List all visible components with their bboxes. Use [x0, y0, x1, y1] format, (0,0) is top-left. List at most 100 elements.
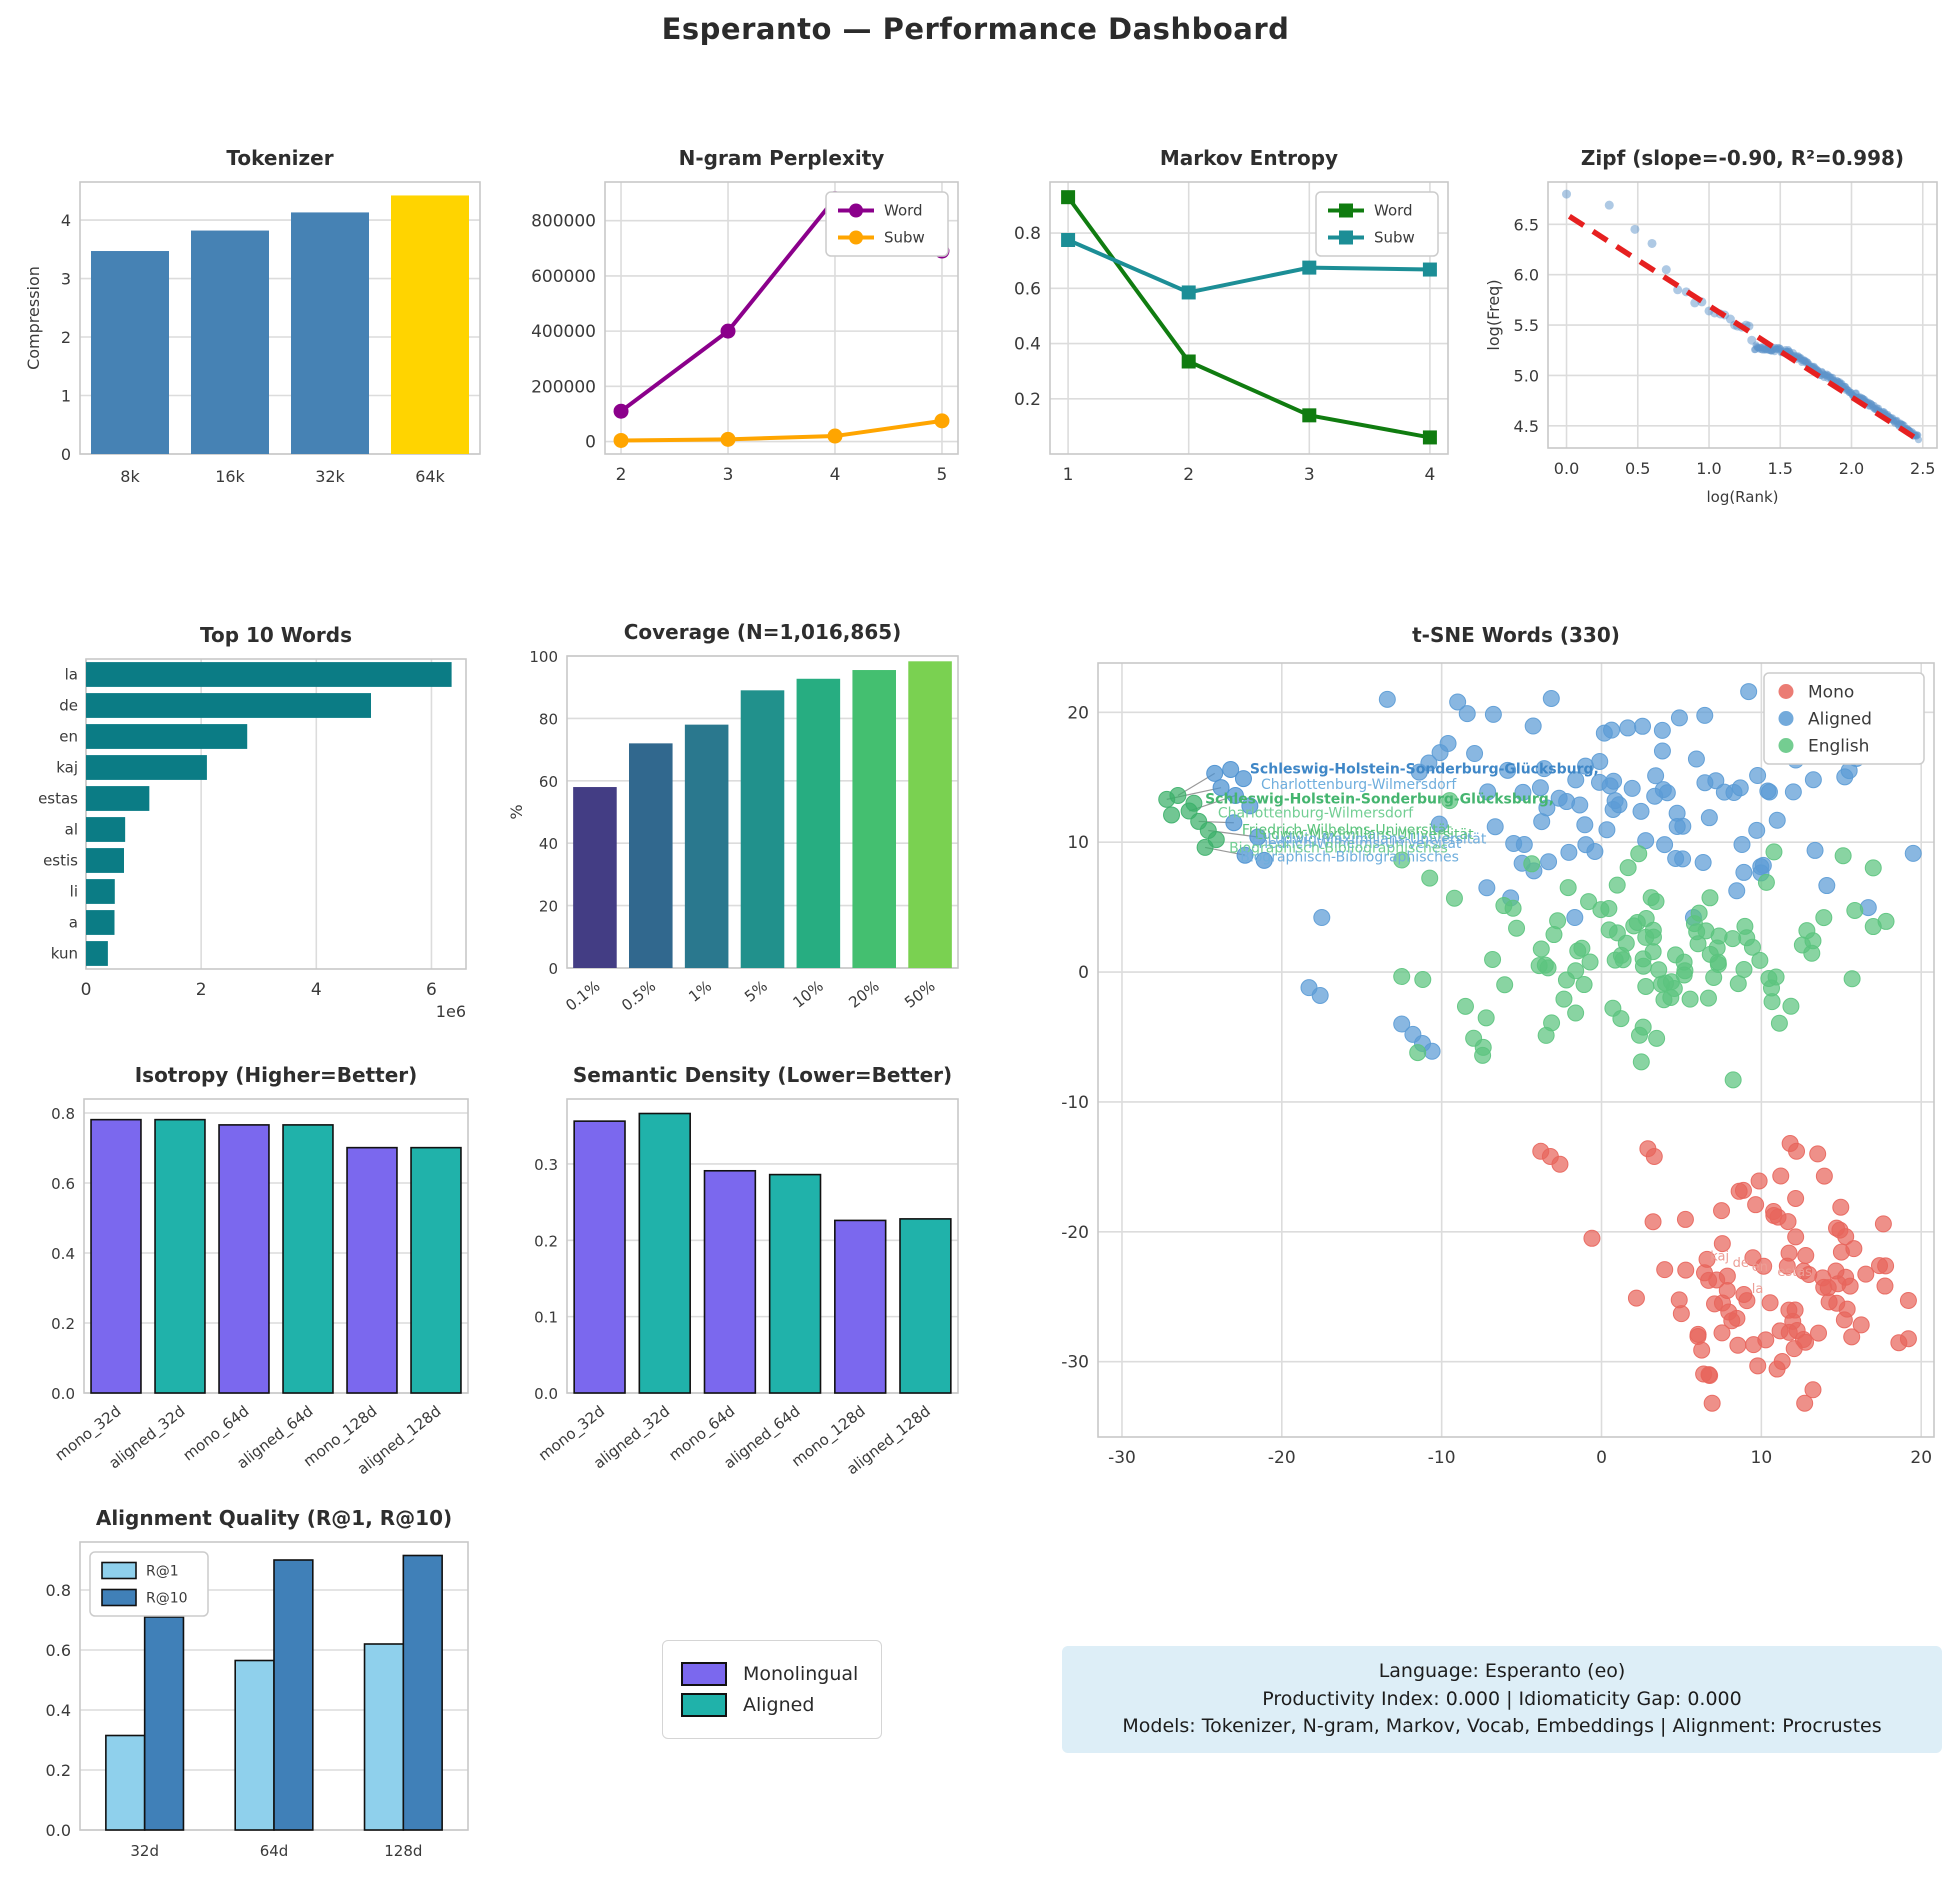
- svg-text:0.1: 0.1: [534, 1309, 558, 1327]
- monolingual-swatch: [681, 1662, 727, 1686]
- svg-text:Aligned: Aligned: [1808, 710, 1872, 730]
- svg-text:20%: 20%: [845, 977, 882, 1012]
- svg-text:estas: estas: [38, 790, 78, 808]
- ngram-perplexity-chart: 0 200000 400000 600000 800000 N-gram Perplexi…: [505, 138, 970, 500]
- svg-text:5.5: 5.5: [1514, 316, 1539, 335]
- svg-text:8k: 8k: [120, 467, 140, 486]
- embedding-legend: Monolingual Aligned: [662, 1640, 882, 1739]
- svg-text:0.4: 0.4: [1014, 335, 1041, 355]
- svg-text:0.6: 0.6: [46, 1641, 71, 1660]
- svg-text:5%: 5%: [741, 977, 771, 1006]
- svg-text:2: 2: [196, 980, 207, 1000]
- tsne-chart: -30 -20 -10 0 10 20 t-SNE Words (330) -30 -20 -10…: [1038, 615, 1946, 1487]
- svg-text:3: 3: [723, 465, 734, 485]
- svg-text:-10: -10: [1061, 1093, 1089, 1113]
- svg-text:0.2: 0.2: [534, 1232, 558, 1250]
- tokenizer-chart: 0 1 2 3 4 Tokenizer Compression 8k 16k 32k 64k: [22, 138, 490, 500]
- svg-text:log(Freq): log(Freq): [1484, 279, 1503, 350]
- svg-text:kun: kun: [51, 945, 78, 963]
- svg-text:Zipf (slope=-0.90, R²=0.998): Zipf (slope=-0.90, R²=0.998): [1581, 146, 1904, 170]
- svg-text:English: English: [1808, 737, 1869, 757]
- svg-text:4: 4: [1424, 465, 1435, 485]
- zipf-chart: 4.5 5.0 5.5 6.0 6.5 Zipf (slope=-0.90, R²=0.9…: [1482, 138, 1947, 510]
- svg-text:-30: -30: [1108, 1448, 1136, 1468]
- svg-text:0.2: 0.2: [46, 1761, 71, 1780]
- svg-text:1: 1: [61, 387, 71, 406]
- alignment-quality-chart: 0.0 0.2 0.4 0.6 0.8 Alignment Quality (R@1, R…: [22, 1498, 480, 1882]
- svg-text:0.0: 0.0: [534, 1385, 558, 1403]
- svg-text:1.0: 1.0: [1696, 459, 1721, 478]
- svg-text:16k: 16k: [215, 467, 245, 486]
- svg-text:0.4: 0.4: [51, 1245, 75, 1263]
- svg-text:80: 80: [539, 710, 558, 728]
- svg-text:64k: 64k: [415, 467, 445, 486]
- svg-text:0: 0: [585, 433, 596, 453]
- svg-text:2.0: 2.0: [1839, 459, 1864, 478]
- legend-entry-monolingual: Monolingual: [681, 1662, 863, 1686]
- svg-text:4: 4: [830, 465, 841, 485]
- svg-text:Friedrich-Wilhelms-Universität: Friedrich-Wilhelms-Universität: [1251, 836, 1461, 852]
- svg-text:0.8: 0.8: [51, 1105, 75, 1123]
- svg-text:Top 10 Words: Top 10 Words: [200, 623, 352, 647]
- svg-text:%: %: [507, 804, 526, 819]
- svg-text:5: 5: [937, 465, 948, 485]
- svg-text:kaj: kaj: [1710, 1249, 1729, 1264]
- svg-text:Charlottenburg-Wilmersdorf: Charlottenburg-Wilmersdorf: [1261, 777, 1457, 793]
- svg-text:4: 4: [311, 980, 322, 1000]
- svg-text:en: en: [59, 728, 78, 746]
- svg-text:1: 1: [1063, 465, 1074, 485]
- svg-text:10: 10: [1751, 1448, 1773, 1468]
- svg-text:de: de: [1733, 1256, 1749, 1271]
- semantic-density-chart: 0.0 0.1 0.2 0.3 Semantic Density (Lower=Bett…: [505, 1055, 970, 1507]
- svg-text:0: 0: [1596, 1448, 1607, 1468]
- svg-text:-20: -20: [1268, 1448, 1296, 1468]
- svg-text:0: 0: [1078, 963, 1089, 983]
- svg-text:3: 3: [61, 270, 71, 289]
- svg-text:-10: -10: [1428, 1448, 1456, 1468]
- svg-text:Subw: Subw: [1374, 229, 1415, 247]
- svg-text:Biographisch-Bibliographisches: Biographisch-Bibliographisches: [1240, 850, 1459, 866]
- svg-text:20: 20: [1067, 703, 1089, 723]
- svg-text:Coverage (N=1,016,865): Coverage (N=1,016,865): [624, 620, 902, 644]
- svg-text:Schleswig-Holstein-Sonderburg-: Schleswig-Holstein-Sonderburg-Glücksburg…: [1250, 761, 1599, 777]
- svg-text:li: li: [70, 883, 78, 901]
- monolingual-label: Monolingual: [743, 1663, 859, 1685]
- svg-text:50%: 50%: [901, 977, 938, 1012]
- svg-text:0.1%: 0.1%: [562, 977, 603, 1015]
- svg-text:0.2: 0.2: [1014, 390, 1041, 410]
- svg-text:Schleswig-Holstein-Sonderburg-: Schleswig-Holstein-Sonderburg-Glücksburg…: [1205, 791, 1554, 807]
- svg-text:40: 40: [539, 835, 558, 853]
- svg-text:Ludwig-Maximilians-Universität: Ludwig-Maximilians-Universität: [1255, 827, 1474, 843]
- svg-text:32d: 32d: [130, 1842, 159, 1860]
- svg-text:0: 0: [81, 980, 92, 1000]
- svg-text:Charlottenburg-Wilmersdorf: Charlottenburg-Wilmersdorf: [1218, 806, 1414, 822]
- svg-text:R@1: R@1: [146, 1564, 179, 1580]
- svg-text:la: la: [65, 666, 78, 684]
- svg-text:Word: Word: [1374, 202, 1413, 220]
- svg-text:R@10: R@10: [146, 1591, 188, 1607]
- aligned-swatch: [681, 1693, 727, 1717]
- svg-text:Tokenizer: Tokenizer: [226, 146, 333, 170]
- svg-text:0.5: 0.5: [1625, 459, 1650, 478]
- markov-entropy-chart: 0.2 0.4 0.6 0.8 Markov Entropy 1 2 3 4 Word Subw: [992, 138, 1460, 500]
- svg-text:Markov Entropy: Markov Entropy: [1160, 146, 1338, 170]
- svg-text:Word: Word: [884, 202, 923, 220]
- svg-text:0.0: 0.0: [51, 1385, 75, 1403]
- svg-text:N-gram Perplexity: N-gram Perplexity: [679, 146, 885, 170]
- svg-text:0.5%: 0.5%: [618, 977, 659, 1015]
- svg-text:Mono: Mono: [1808, 683, 1854, 703]
- svg-text:Biographisch-Bibliographisches: Biographisch-Bibliographisches: [1229, 841, 1448, 857]
- svg-text:Isotropy (Higher=Better): Isotropy (Higher=Better): [135, 1063, 418, 1087]
- svg-text:2.5: 2.5: [1910, 459, 1935, 478]
- svg-text:estas: estas: [1777, 1265, 1812, 1280]
- svg-text:en: en: [1752, 1260, 1768, 1275]
- svg-text:al: al: [65, 821, 78, 839]
- svg-text:Ludwig-Maximilians-Universität: Ludwig-Maximilians-Universität: [1267, 832, 1486, 848]
- svg-text:0.8: 0.8: [1014, 224, 1041, 244]
- page-title: Esperanto — Performance Dashboard: [661, 12, 1290, 46]
- svg-text:800000: 800000: [531, 212, 596, 232]
- svg-text:2: 2: [61, 328, 71, 347]
- svg-text:200000: 200000: [531, 377, 596, 397]
- svg-text:estis: estis: [43, 852, 78, 870]
